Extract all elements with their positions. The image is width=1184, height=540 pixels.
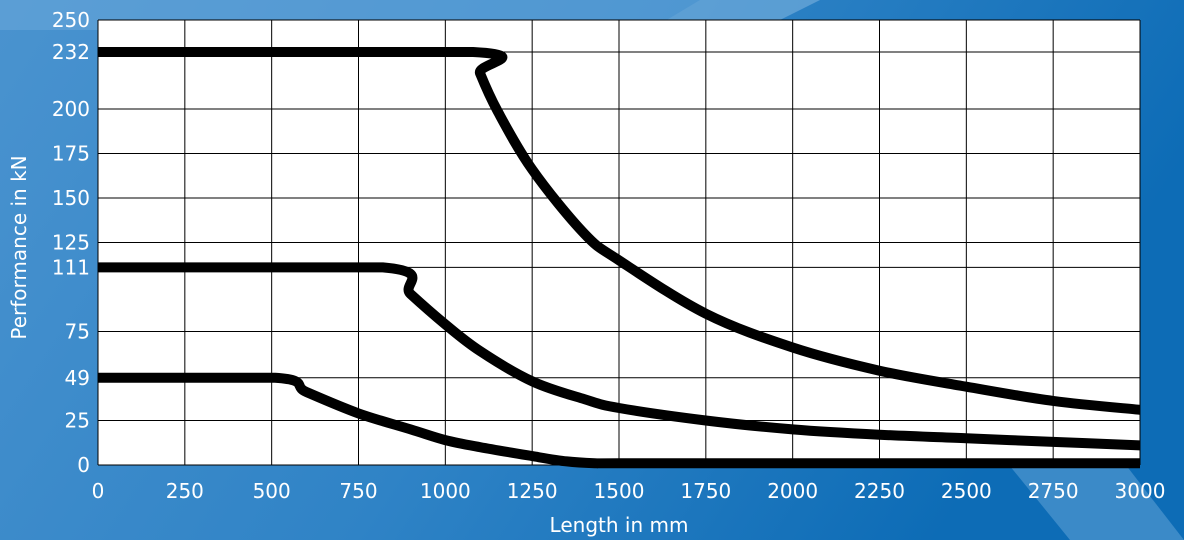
x-tick-label: 2750	[1028, 479, 1079, 503]
x-tick-label: 2000	[767, 479, 818, 503]
y-tick-label: 75	[65, 320, 90, 344]
y-tick-label: 125	[52, 231, 90, 255]
x-tick-labels: 0 250 500 750 1000 1250 1500 1750 2000 2250 2500 27…	[92, 479, 1166, 503]
y-axis-title: Performance in kN	[7, 155, 31, 339]
y-tick-label: 25	[65, 409, 90, 433]
x-tick-label: 250	[166, 479, 204, 503]
series-line-2	[98, 372, 1140, 469]
x-tick-label: 3000	[1115, 479, 1166, 503]
series-line-0	[98, 47, 1141, 415]
y-tick-label: 150	[52, 186, 90, 210]
y-tick-label: 111	[52, 255, 90, 279]
y-tick-label: 232	[52, 40, 90, 64]
x-tick-label: 750	[339, 479, 377, 503]
y-tick-label: 200	[52, 97, 90, 121]
x-tick-label: 1250	[507, 479, 558, 503]
x-tick-label: 1500	[594, 479, 645, 503]
y-tick-label: 49	[65, 366, 90, 390]
x-tick-label: 0	[92, 479, 105, 503]
x-tick-label: 2500	[941, 479, 992, 503]
x-tick-label: 2250	[854, 479, 905, 503]
series-line-1	[98, 262, 1141, 451]
x-tick-label: 1750	[680, 479, 731, 503]
grid	[97, 19, 1141, 466]
y-tick-label: 250	[52, 8, 90, 32]
x-axis-title: Length in mm	[550, 513, 689, 537]
series-group	[98, 47, 1141, 469]
x-tick-label: 1000	[420, 479, 471, 503]
x-tick-label: 500	[253, 479, 291, 503]
y-tick-label: 0	[77, 453, 90, 477]
y-tick-label: 175	[52, 142, 90, 166]
